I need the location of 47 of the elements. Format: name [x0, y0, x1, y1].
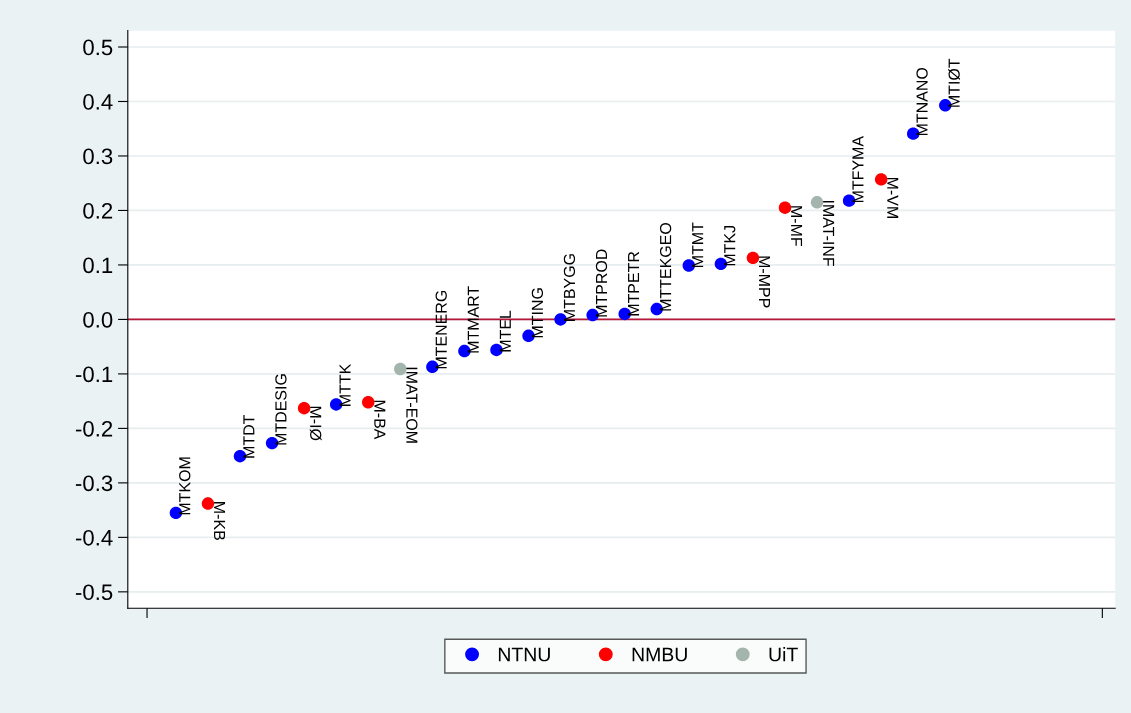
y-tick-label: 0.3	[83, 148, 113, 165]
point	[297, 402, 311, 415]
x-tick-label: M-BA	[374, 400, 386, 440]
x-tick-label: M-MF	[791, 206, 803, 246]
legend-label: UiT	[769, 647, 798, 662]
x-tick-label: MTEL	[499, 310, 511, 352]
y-tick-label: 0.0	[83, 311, 113, 328]
x-tick-label: MTNANO	[916, 67, 928, 136]
x-tick-label: MTDESIG	[275, 374, 287, 445]
y-tick-label: 0.4	[83, 94, 113, 110]
point	[394, 362, 407, 376]
point	[810, 196, 824, 209]
x-tick-label: MTMT	[692, 222, 704, 267]
x-tick-label: MTTEKGEO	[659, 222, 672, 311]
x-tick-label: IMAT-EOM	[406, 367, 418, 443]
x-tick-label: M-KB	[214, 502, 226, 540]
x-tick-label: MTKJ	[724, 226, 736, 266]
x-tick-label: MTKOM	[179, 457, 191, 515]
x-tick-label: M-IØ	[309, 406, 322, 441]
x-tick-label: MTIØT	[948, 58, 961, 107]
y-tick-label: -0.4	[75, 529, 113, 546]
legend-label: NMBU	[632, 647, 687, 662]
point	[874, 173, 888, 186]
point	[746, 251, 760, 265]
x-tick-label: MTING	[531, 288, 544, 338]
point	[778, 201, 792, 214]
point	[362, 396, 375, 409]
x-tick-label: MTENERG	[435, 290, 447, 369]
x-tick-label: MTDT	[243, 414, 255, 458]
y-tick-label: -0.3	[75, 475, 113, 492]
y-tick-label: 0.5	[83, 39, 113, 56]
x-tick-label: MTBYGG	[563, 254, 576, 321]
legend-label: NTNU	[498, 647, 550, 662]
x-tick-label: M-VM	[887, 177, 899, 218]
x-tick-label: MTFYMA	[852, 136, 864, 203]
y-tick-label: 0.1	[83, 257, 113, 274]
x-tick-label: MTTK	[339, 363, 351, 406]
x-tick-label: MTPROD	[595, 249, 608, 317]
x-tick-label: MTMART	[467, 286, 479, 353]
x-tick-label: M-MPP	[759, 256, 770, 308]
x-tick-label: IMAT-INF	[823, 200, 835, 267]
point	[201, 497, 215, 510]
y-tick-label: 0.2	[83, 202, 113, 219]
y-tick-label: -0.5	[75, 584, 113, 601]
x-tick-label: MTPETR	[628, 251, 640, 316]
y-tick-label: -0.1	[75, 366, 113, 383]
y-tick-label: -0.2	[75, 420, 113, 437]
